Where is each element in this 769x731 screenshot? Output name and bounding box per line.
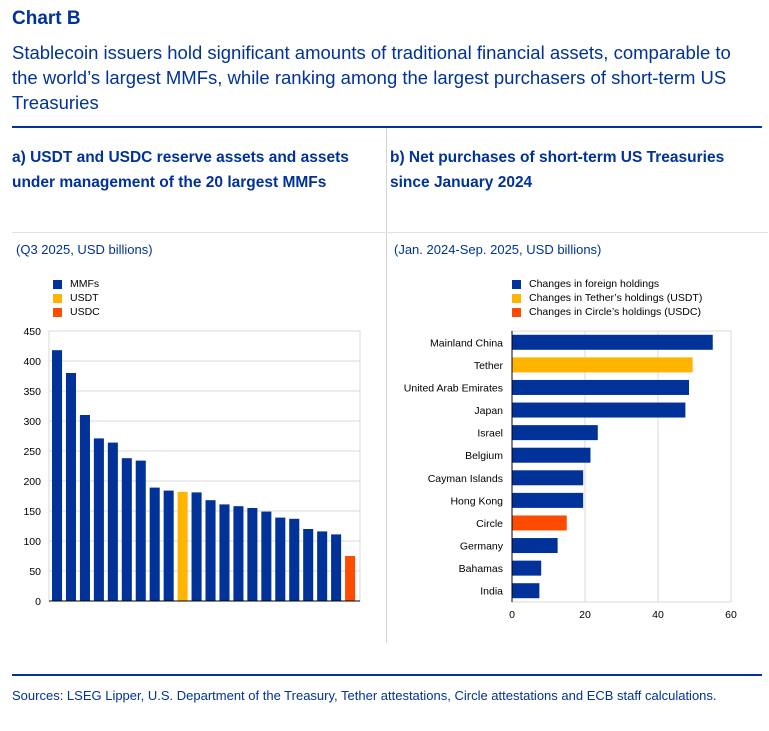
panel-a-legend: MMFs USDT USDC (53, 277, 100, 319)
bar-india (512, 583, 540, 599)
bar-cayman-islands (512, 470, 584, 486)
bar-united-arab-emirates (512, 379, 690, 395)
y-tick-label: 350 (23, 386, 41, 398)
bar-bahamas (512, 560, 542, 576)
bar-mmfs-18 (289, 518, 300, 601)
category-label: Hong Kong (450, 495, 503, 507)
panel-b-legend: Changes in foreign holdings Changes in T… (512, 277, 702, 319)
bar-israel (512, 425, 598, 441)
page-title: Stablecoin issuers hold significant amou… (12, 42, 731, 113)
category-label: Israel (477, 428, 503, 440)
chart-a-vertical-bars: 0 50 100 150 200 250 300 350 400 450 (23, 326, 361, 608)
bar-mmfs-17 (275, 517, 286, 601)
category-label: United Arab Emirates (404, 382, 503, 394)
bar-germany (512, 538, 558, 554)
bar-mainland-china (512, 334, 713, 350)
legend-label-foreign: Changes in foreign holdings (529, 278, 660, 290)
legend-item-usdt: USDT (53, 291, 100, 305)
bar-mmfs-2 (65, 373, 76, 601)
legend-item-foreign: Changes in foreign holdings (512, 277, 702, 291)
y-tick-label: 0 (35, 596, 41, 608)
chart-b-horizontal-bars: 0 20 40 60 Mainland China Tether United Arab E… (404, 330, 737, 621)
category-label: Mainland China (430, 337, 503, 349)
bar-mmfs-15 (247, 508, 258, 601)
panel-a-title: a) USDT and USDC reserve assets and asse… (12, 149, 349, 191)
legend-swatch-foreign (512, 279, 521, 289)
category-label: Japan (474, 405, 503, 417)
title-divider (12, 232, 768, 233)
category-label: Cayman Islands (428, 473, 503, 485)
legend-item-usdc: USDC (53, 305, 100, 319)
panel-b-unit: (Jan. 2024-Sep. 2025, USD billions) (394, 242, 602, 257)
bar-mmfs-14 (233, 506, 244, 601)
bar-usdt-10 (177, 491, 188, 601)
panel-divider (386, 128, 387, 643)
y-tick-label: 150 (23, 506, 41, 518)
legend-label-mmfs: MMFs (70, 278, 100, 290)
y-tick-label: 50 (29, 566, 41, 578)
sources-note: Sources: LSEG Lipper, U.S. Department of… (12, 688, 717, 703)
bar-tether (512, 357, 693, 373)
legend-label-usdc: USDC (70, 306, 100, 318)
bar-mmfs-6 (121, 458, 132, 601)
bar-belgium (512, 447, 591, 463)
bottom-rule (12, 674, 762, 676)
category-label: Germany (460, 541, 504, 553)
y-tick-label: 450 (23, 326, 41, 338)
bar-mmfs-21 (331, 534, 342, 601)
legend-item-tether: Changes in Tether’s holdings (USDT) (512, 291, 702, 305)
legend-swatch-usdt (53, 293, 62, 303)
category-label: India (480, 586, 503, 598)
bar-mmfs-5 (107, 442, 118, 601)
bar-mmfs-12 (205, 500, 216, 601)
legend-swatch-mmfs (53, 279, 62, 289)
x-tick-label: 20 (579, 609, 591, 621)
bar-mmfs-3 (79, 415, 90, 601)
legend-label-circle: Changes in Circle’s holdings (USDC) (529, 306, 701, 318)
x-tick-label: 60 (725, 609, 737, 621)
y-tick-label: 200 (23, 476, 41, 488)
bar-mmfs-11 (191, 492, 202, 601)
y-tick-label: 300 (23, 416, 41, 428)
legend-label-tether: Changes in Tether’s holdings (USDT) (529, 292, 703, 304)
legend-item-mmfs: MMFs (53, 277, 100, 291)
category-label: Bahamas (459, 563, 503, 575)
bar-usdc-22 (345, 556, 356, 601)
legend-swatch-usdc (53, 307, 62, 317)
bar-japan (512, 402, 686, 418)
bar-mmfs-4 (93, 438, 104, 601)
bar-mmfs-13 (219, 504, 230, 601)
category-label: Belgium (465, 450, 503, 462)
panel-a-unit: (Q3 2025, USD billions) (16, 242, 153, 257)
bar-mmfs-16 (261, 511, 272, 601)
y-tick-label: 400 (23, 356, 41, 368)
panel-b-title: b) Net purchases of short-term US Treasu… (390, 149, 725, 191)
y-tick-label: 250 (23, 446, 41, 458)
legend-swatch-tether (512, 293, 521, 303)
bar-mmfs-20 (317, 531, 328, 601)
bar-mmfs-9 (163, 490, 174, 601)
bar-mmfs-19 (303, 529, 314, 601)
top-rule (12, 126, 762, 128)
x-tick-label: 40 (652, 609, 664, 621)
x-tick-label: 0 (509, 609, 515, 621)
category-label: Tether (474, 360, 504, 372)
bar-mmfs-7 (135, 460, 146, 601)
bar-mmfs-1 (52, 350, 63, 601)
chart-label: Chart B (12, 8, 81, 29)
legend-item-circle: Changes in Circle’s holdings (USDC) (512, 305, 702, 319)
bar-circle (512, 515, 567, 531)
legend-label-usdt: USDT (70, 292, 99, 304)
y-tick-label: 100 (23, 536, 41, 548)
category-label: Circle (476, 518, 503, 530)
bar-hong-kong (512, 492, 584, 508)
legend-swatch-circle (512, 307, 521, 317)
bar-mmfs-8 (149, 487, 160, 601)
